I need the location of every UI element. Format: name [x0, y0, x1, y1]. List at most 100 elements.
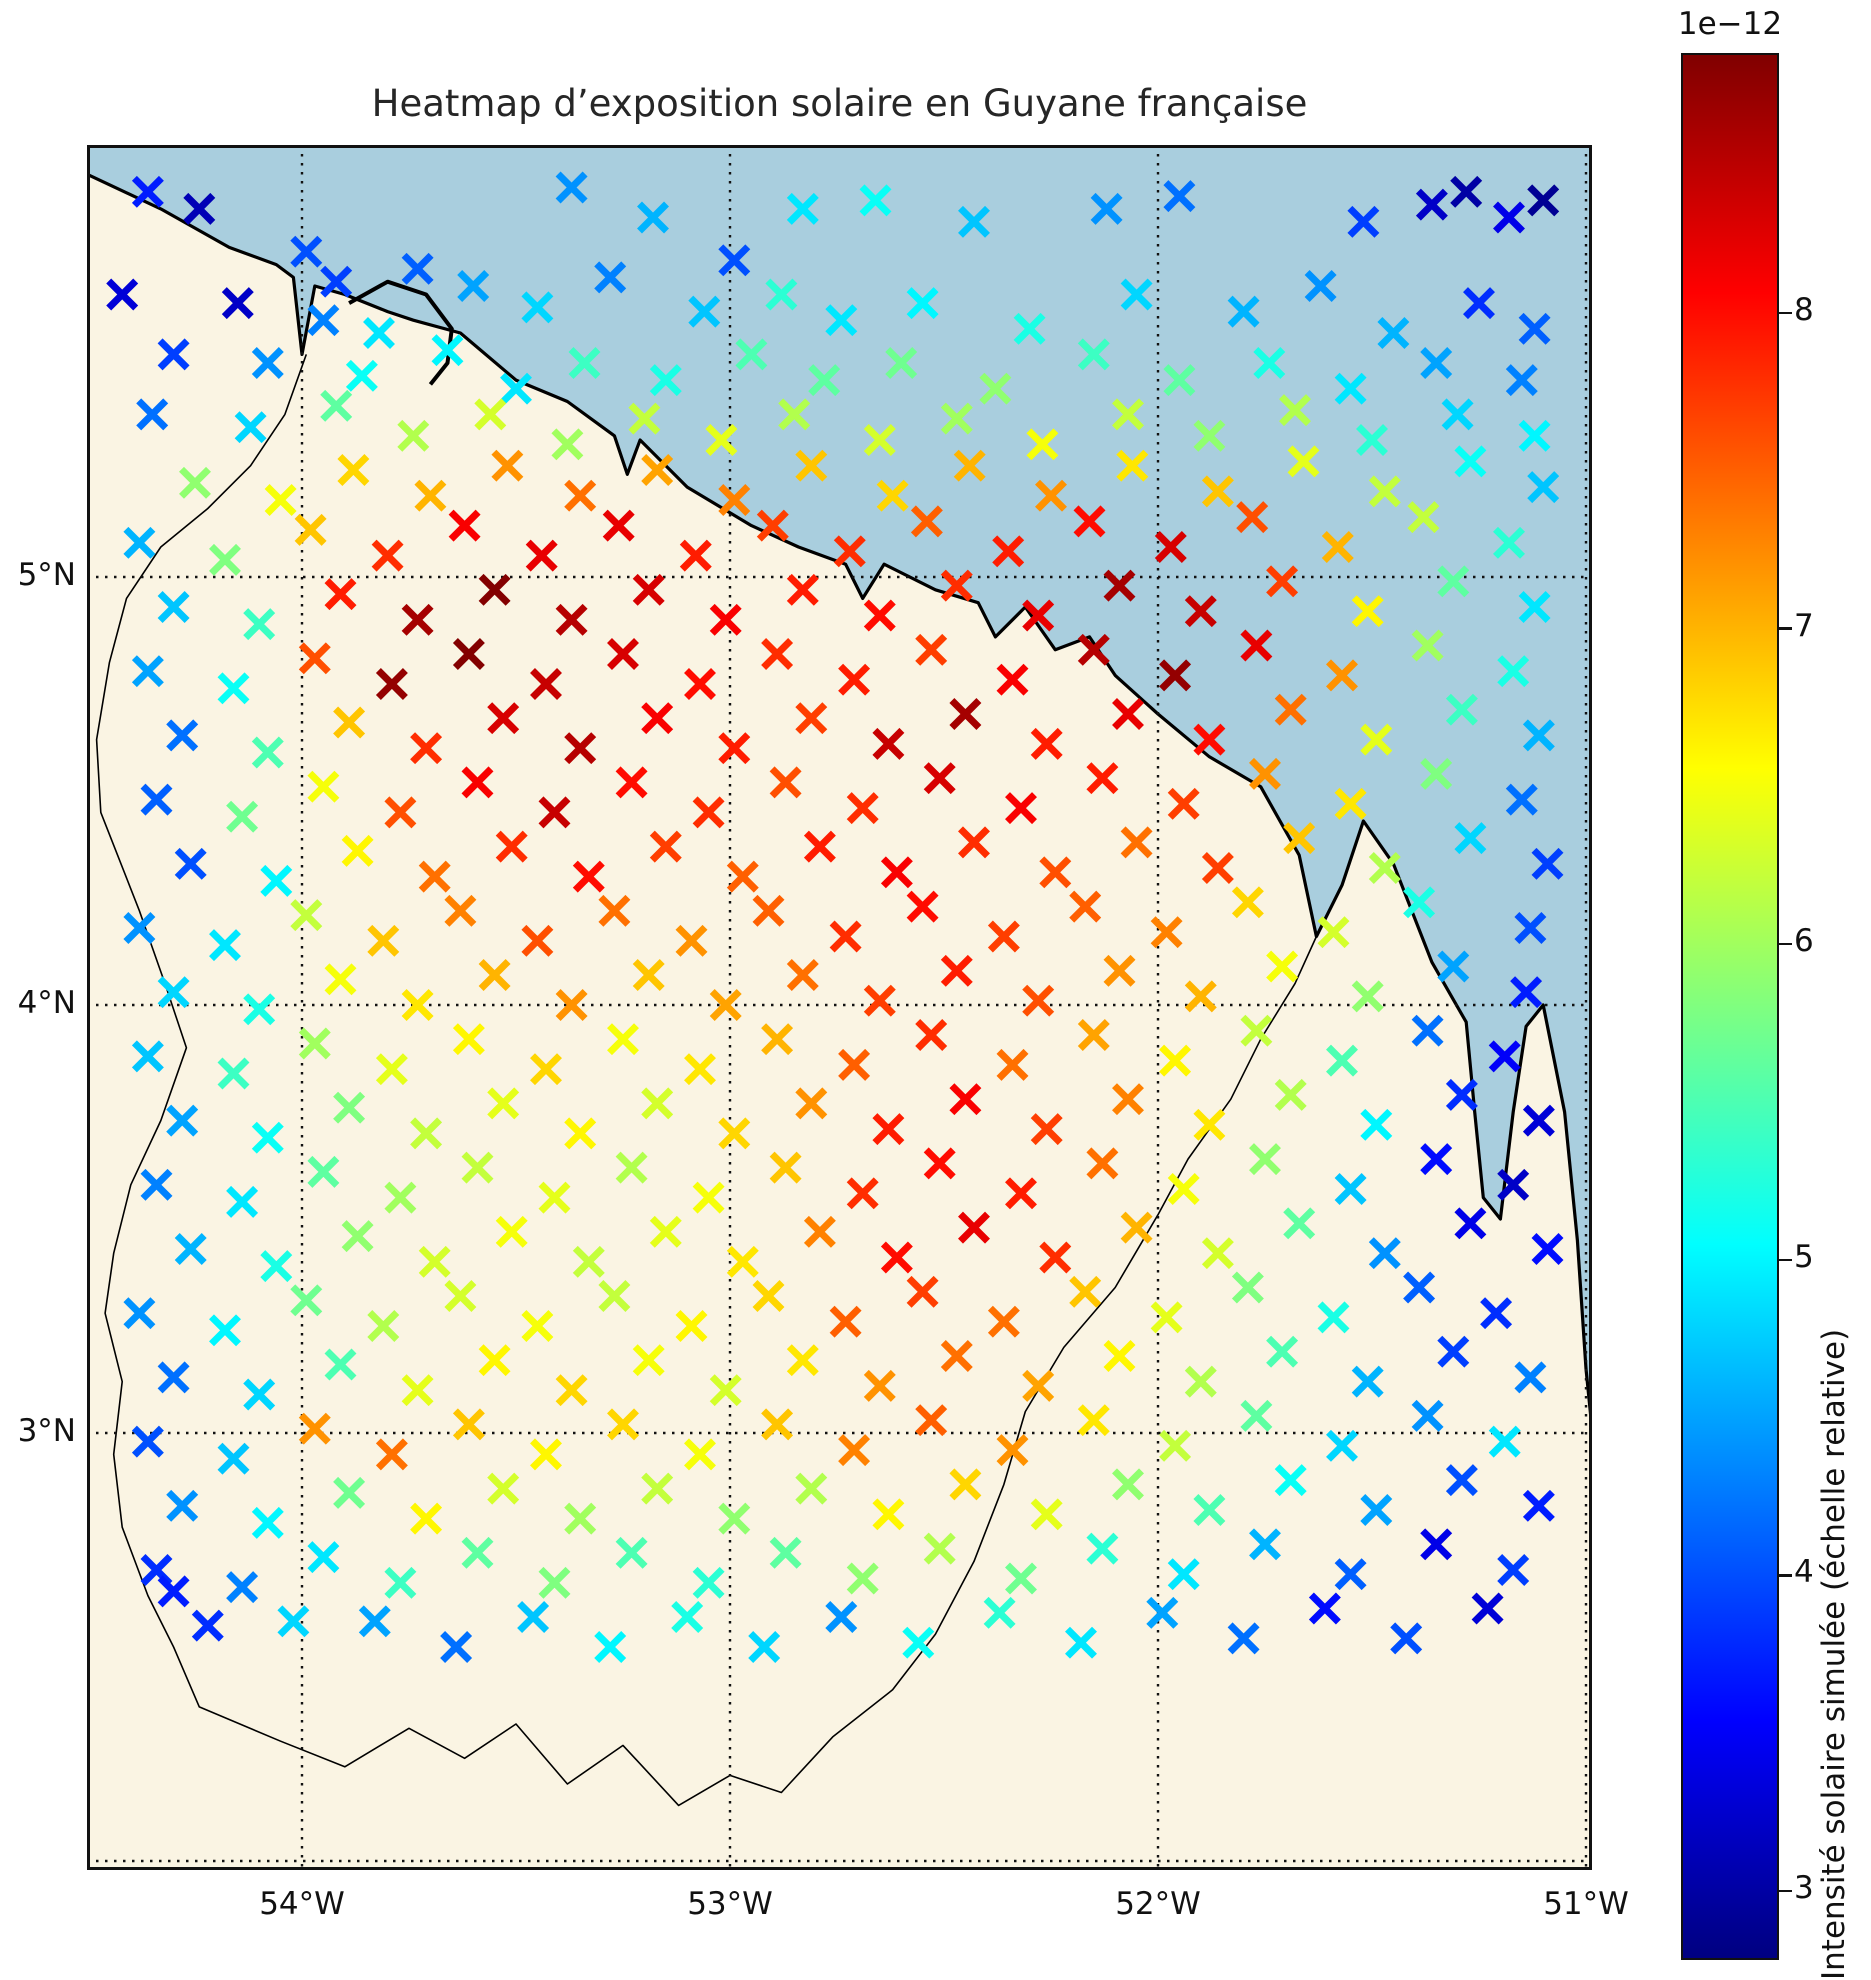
- data-point-marker: [444, 894, 477, 927]
- data-point-marker: [607, 1023, 639, 1056]
- data-point-marker: [157, 591, 190, 623]
- data-point-marker: [1086, 1147, 1119, 1180]
- data-point-marker: [1321, 531, 1354, 563]
- data-point-marker: [940, 569, 973, 602]
- data-point-marker: [649, 1215, 682, 1248]
- colorbar-tick-label: 5: [1794, 1238, 1814, 1275]
- data-point-marker: [371, 539, 404, 572]
- data-point-marker: [632, 573, 665, 606]
- data-point-marker: [555, 603, 588, 636]
- data-point-marker: [594, 261, 627, 294]
- data-point-marker: [684, 1438, 716, 1471]
- map-plot-area: [87, 145, 1592, 1870]
- data-point-marker: [692, 796, 725, 829]
- data-point-marker: [1274, 693, 1307, 726]
- data-point-marker: [598, 1280, 631, 1312]
- data-point-marker: [375, 668, 408, 700]
- data-point-marker: [1407, 501, 1440, 534]
- data-point-marker: [1120, 1211, 1153, 1244]
- data-point-marker: [226, 1571, 259, 1604]
- data-point-marker: [1368, 475, 1401, 508]
- data-point-marker: [209, 929, 241, 962]
- data-point-marker: [671, 1601, 704, 1633]
- data-point-marker: [1510, 976, 1543, 1009]
- y-tick-label: 3°N: [17, 1413, 76, 1449]
- data-point-marker: [530, 1053, 562, 1086]
- data-point-marker: [401, 252, 434, 285]
- data-point-marker: [958, 1211, 990, 1244]
- data-point-marker: [1493, 201, 1525, 234]
- data-point-marker: [1480, 1297, 1513, 1330]
- data-point-marker: [1445, 1078, 1478, 1111]
- data-point-marker: [846, 1562, 879, 1595]
- data-point-marker: [1030, 1498, 1063, 1531]
- data-point-marker: [1514, 1361, 1547, 1394]
- data-point-marker: [808, 364, 841, 397]
- data-point-marker: [1039, 856, 1072, 889]
- data-point-marker: [217, 672, 250, 705]
- data-point-marker: [825, 304, 858, 337]
- data-point-marker: [1522, 719, 1555, 752]
- data-point-marker: [1077, 1404, 1110, 1437]
- colorbar-axis-label: Intensité solaire simulée (échelle relat…: [1816, 0, 1852, 1980]
- data-point-marker: [375, 1053, 408, 1086]
- data-point-marker: [307, 1155, 340, 1188]
- data-point-marker: [131, 655, 164, 688]
- data-point-marker: [876, 479, 909, 512]
- data-point-marker: [1522, 1489, 1555, 1522]
- data-point-marker: [872, 727, 905, 760]
- data-point-marker: [987, 920, 1020, 953]
- data-point-marker: [641, 1087, 674, 1120]
- data-point-marker: [487, 1472, 520, 1505]
- data-point-marker: [1304, 270, 1337, 302]
- data-point-marker: [769, 1151, 802, 1184]
- data-point-marker: [1184, 980, 1217, 1013]
- data-point-marker: [705, 424, 738, 456]
- data-point-marker: [538, 796, 571, 829]
- data-point-marker: [384, 796, 417, 829]
- data-point-marker: [838, 663, 871, 696]
- data-point-marker: [709, 989, 742, 1021]
- data-point-marker: [307, 770, 340, 803]
- data-point-marker: [440, 1631, 473, 1663]
- data-point-marker: [632, 959, 665, 991]
- data-point-marker: [803, 830, 836, 863]
- data-point-marker: [885, 347, 918, 379]
- data-point-marker: [1463, 287, 1495, 320]
- data-point-marker: [1086, 1532, 1119, 1565]
- data-point-marker: [1120, 826, 1153, 859]
- data-point-marker: [474, 398, 507, 431]
- data-point-marker: [940, 402, 973, 435]
- data-point-marker: [123, 912, 156, 944]
- data-point-marker: [1368, 1237, 1401, 1270]
- data-point-marker: [726, 1245, 759, 1278]
- data-point-marker: [538, 1181, 571, 1214]
- data-point-marker: [906, 890, 939, 923]
- data-point-marker: [209, 543, 241, 576]
- data-point-marker: [1193, 1494, 1226, 1526]
- scatter-points: [106, 171, 1564, 1663]
- data-point-marker: [1266, 1335, 1299, 1368]
- data-point-marker: [341, 834, 374, 867]
- data-point-marker: [684, 1053, 716, 1086]
- data-point-marker: [1522, 1104, 1555, 1137]
- axes-spine: [87, 145, 1592, 1870]
- data-point-marker: [940, 954, 973, 987]
- data-point-marker: [607, 1408, 639, 1441]
- data-point-marker: [795, 1472, 828, 1505]
- data-point-marker: [333, 1476, 366, 1509]
- data-point-marker: [461, 1536, 494, 1569]
- data-point-marker: [987, 1305, 1020, 1338]
- data-point-marker: [1193, 723, 1226, 756]
- data-point-marker: [1146, 1596, 1179, 1629]
- data-point-marker: [1163, 364, 1196, 397]
- data-point-marker: [748, 1631, 781, 1663]
- x-tick-label: 52°W: [1115, 1886, 1201, 1922]
- data-point-marker: [478, 573, 511, 606]
- data-point-marker: [838, 1048, 871, 1081]
- data-point-marker: [166, 1104, 199, 1137]
- data-point-marker: [431, 334, 464, 367]
- colorbar-tick-mark: [1779, 942, 1792, 946]
- data-point-marker: [358, 1605, 391, 1638]
